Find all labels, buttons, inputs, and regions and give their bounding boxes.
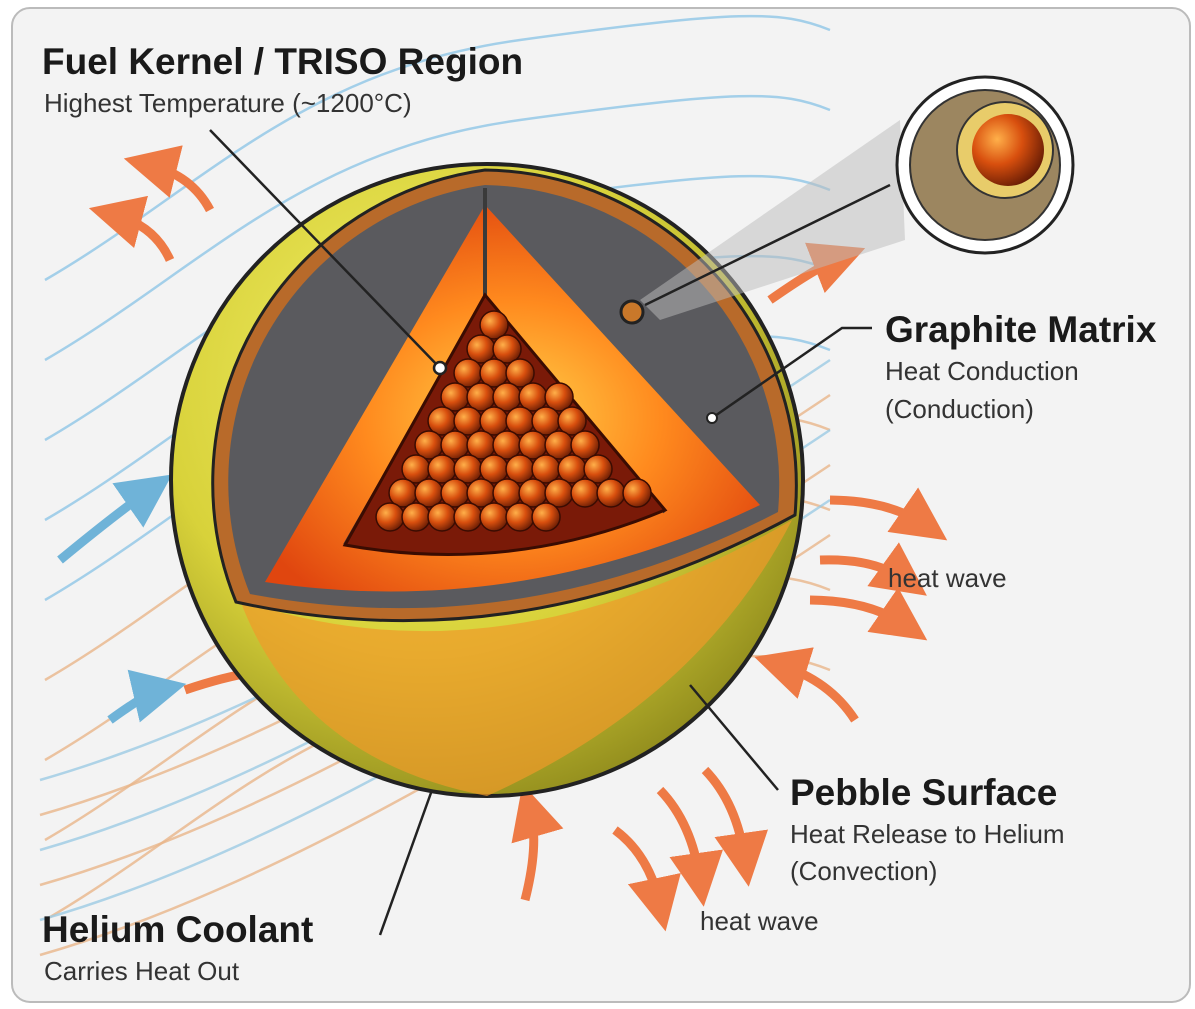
leader: [644, 183, 891, 307]
callout-title: Fuel Kernel / TRISO Region: [42, 41, 523, 82]
callout-text: (Convection): [790, 856, 937, 886]
heat-arrow: [701, 766, 768, 887]
triso-particle: [479, 310, 509, 340]
leader: [378, 789, 434, 936]
triso-particle: [583, 454, 613, 484]
triso-particle: [570, 478, 600, 508]
triso-particle: [505, 358, 535, 388]
heat-arrow: [88, 195, 175, 262]
heat-arrow: [656, 786, 723, 907]
heat-arrow: [612, 826, 681, 932]
flow-line: [44, 14, 831, 282]
heat-arrow: [819, 542, 927, 596]
leader-dot: [706, 412, 718, 424]
zoom-cone: [640, 120, 905, 320]
leader: [689, 684, 779, 791]
triso-particle: [375, 502, 405, 532]
leader: [711, 326, 872, 420]
triso-particle: [531, 502, 561, 532]
particle-marker: [619, 299, 645, 325]
callout-text: Carries Heat Out: [44, 956, 240, 986]
triso-particle: [596, 478, 626, 508]
triso-particle: [479, 502, 509, 532]
callout-text: Heat Conduction: [885, 356, 1079, 386]
callout-title: Graphite Matrix: [885, 309, 1157, 350]
triso-particle: [557, 406, 587, 436]
triso-particle: [544, 382, 574, 412]
heat-arrow: [754, 647, 859, 723]
annotation: heat wave: [888, 563, 1007, 593]
annotation: heat wave: [700, 906, 819, 936]
heat-arrow: [511, 784, 564, 902]
callout-title: Pebble Surface: [790, 772, 1057, 813]
callout-title: Helium Coolant: [42, 909, 313, 950]
triso-particle: [622, 478, 652, 508]
callout-text: (Conduction): [885, 394, 1034, 424]
triso-particle: [453, 502, 483, 532]
leader: [209, 129, 441, 369]
triso-particle: [427, 502, 457, 532]
glow: [240, 520, 792, 796]
inset-kernel: [972, 114, 1044, 186]
triso-particle: [505, 502, 535, 532]
heat-arrow: [107, 669, 187, 724]
callout-text: Heat Release to Helium: [790, 819, 1065, 849]
leader-dot: [432, 360, 448, 376]
triso-particle: [401, 502, 431, 532]
heat-arrow: [123, 145, 214, 213]
heat-arrow: [829, 487, 948, 541]
triso-particles: [375, 310, 652, 532]
triso-particle: [570, 430, 600, 460]
triso-particle: [492, 334, 522, 364]
callout-text: Highest Temperature (~1200°C): [44, 88, 412, 118]
flow-line: [44, 94, 831, 362]
heat-arrow: [57, 474, 173, 564]
heat-arrow: [809, 587, 928, 641]
